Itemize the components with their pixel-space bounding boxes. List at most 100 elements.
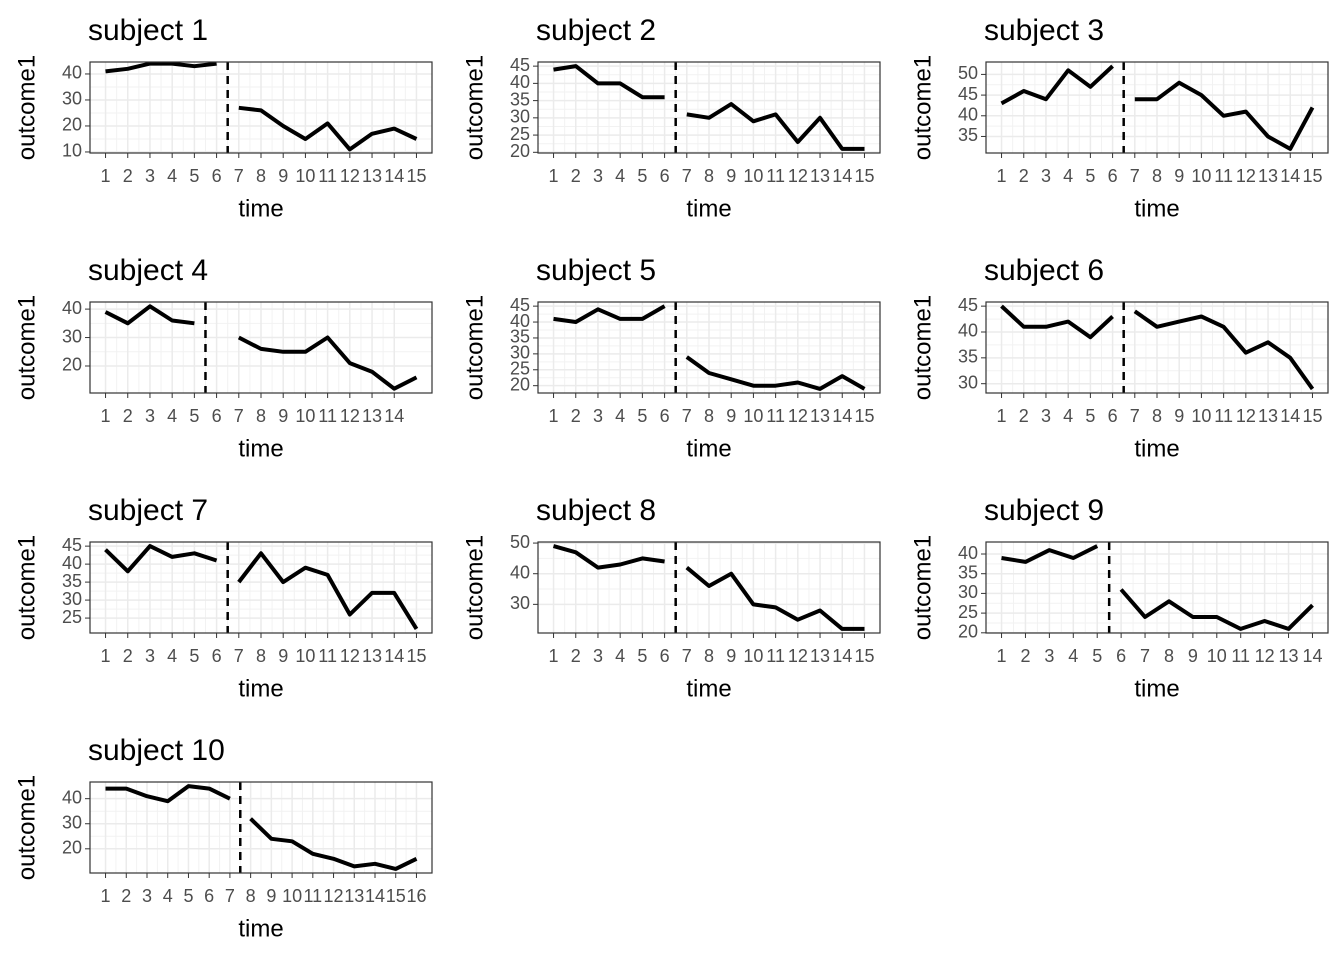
panel-border	[985, 301, 1329, 394]
x-tick-label: 9	[1174, 166, 1184, 186]
x-tick-label: 5	[637, 406, 647, 426]
y-tick-label: 30	[510, 593, 530, 613]
x-tick-label: 6	[1108, 166, 1118, 186]
y-tick-label: 30	[62, 89, 82, 109]
x-tick-label: 14	[384, 646, 404, 666]
x-tick-label: 10	[282, 886, 302, 906]
y-tick-label: 35	[62, 571, 82, 591]
x-tick-label: 10	[295, 406, 315, 426]
x-axis-title: time	[686, 195, 731, 222]
x-tick-label: 10	[1191, 166, 1211, 186]
x-tick-label: 11	[1214, 406, 1233, 426]
x-tick-label: 8	[256, 646, 266, 666]
x-tick-label: 1	[101, 886, 111, 906]
x-axis-title: time	[238, 435, 283, 462]
panel-title: subject 2	[536, 14, 656, 47]
y-axis-title: outcome1	[461, 535, 488, 640]
x-tick-label: 7	[234, 166, 244, 186]
x-tick-label: 1	[549, 406, 559, 426]
x-tick-label: 7	[1130, 406, 1140, 426]
x-tick-label: 13	[362, 646, 382, 666]
y-tick-label: 30	[62, 326, 82, 346]
x-tick-label: 13	[810, 646, 830, 666]
x-tick-label: 3	[1041, 406, 1051, 426]
data-line	[1133, 309, 1315, 391]
data-line	[249, 817, 418, 871]
panel-title: subject 10	[88, 734, 225, 767]
x-tick-label: 2	[123, 166, 133, 186]
panel-border	[985, 61, 1329, 154]
x-tick-label: 4	[1068, 646, 1078, 666]
x-tick-label: 8	[246, 886, 256, 906]
x-tick-label: 7	[682, 406, 692, 426]
panel-border	[89, 541, 433, 634]
y-tick-label: 40	[958, 321, 978, 341]
data-line	[105, 784, 231, 804]
x-tick-label: 4	[1063, 166, 1073, 186]
y-tick-label: 40	[510, 72, 530, 92]
x-tick-label: 3	[1041, 166, 1051, 186]
x-tick-label: 8	[704, 166, 714, 186]
x-tick-label: 2	[1019, 406, 1029, 426]
data-line	[238, 105, 418, 152]
x-tick-label: 15	[854, 166, 874, 186]
x-tick-label: 12	[340, 166, 360, 186]
x-tick-label: 9	[278, 166, 288, 186]
x-tick-label: 15	[854, 646, 874, 666]
data-line	[685, 355, 866, 391]
y-tick-label: 40	[958, 105, 978, 125]
x-tick-label: 14	[832, 406, 852, 426]
y-tick-label: 30	[510, 343, 530, 363]
x-tick-label: 13	[362, 406, 382, 426]
x-tick-label: 3	[1044, 646, 1054, 666]
x-tick-label: 15	[406, 166, 426, 186]
data-line	[1134, 80, 1315, 151]
x-tick-label: 4	[615, 406, 625, 426]
x-tick-label: 12	[1236, 166, 1256, 186]
panel-border	[537, 541, 881, 634]
x-tick-label: 8	[704, 406, 714, 426]
x-tick-label: 3	[145, 166, 155, 186]
x-tick-label: 7	[234, 406, 244, 426]
x-tick-label: 14	[365, 886, 385, 906]
x-tick-label: 4	[167, 166, 177, 186]
data-line	[237, 335, 418, 391]
y-tick-label: 40	[62, 787, 82, 807]
x-tick-label: 2	[121, 886, 131, 906]
x-tick-label: 8	[256, 166, 266, 186]
y-tick-label: 20	[62, 838, 82, 858]
y-axis-title: outcome1	[13, 295, 40, 400]
x-tick-label: 10	[743, 406, 763, 426]
y-tick-label: 45	[62, 535, 82, 555]
panel-border	[985, 541, 1329, 634]
x-tick-label: 15	[386, 886, 406, 906]
x-tick-label: 1	[997, 166, 1007, 186]
y-tick-label: 30	[958, 582, 978, 602]
x-tick-label: 10	[295, 166, 315, 186]
data-line	[686, 102, 865, 151]
x-tick-label: 12	[1255, 646, 1275, 666]
x-tick-label: 12	[340, 406, 360, 426]
panel-border	[537, 301, 881, 394]
x-axis-title: time	[238, 195, 283, 222]
y-axis-title: outcome1	[13, 775, 40, 880]
x-tick-label: 13	[1279, 646, 1299, 666]
x-tick-label: 16	[406, 886, 426, 906]
y-axis-title: outcome1	[909, 295, 936, 400]
x-tick-label: 1	[549, 646, 559, 666]
y-tick-label: 45	[510, 55, 530, 75]
x-tick-label: 6	[660, 646, 670, 666]
y-tick-label: 40	[62, 298, 82, 318]
panel-border	[89, 61, 433, 154]
x-tick-label: 10	[1207, 646, 1227, 666]
x-tick-label: 4	[615, 646, 625, 666]
x-tick-label: 14	[384, 406, 404, 426]
x-tick-label: 9	[726, 646, 736, 666]
x-tick-label: 2	[123, 406, 133, 426]
y-tick-label: 30	[62, 589, 82, 609]
y-axis-title: outcome1	[13, 55, 40, 160]
x-tick-label: 11	[766, 406, 785, 426]
x-tick-label: 12	[788, 646, 808, 666]
